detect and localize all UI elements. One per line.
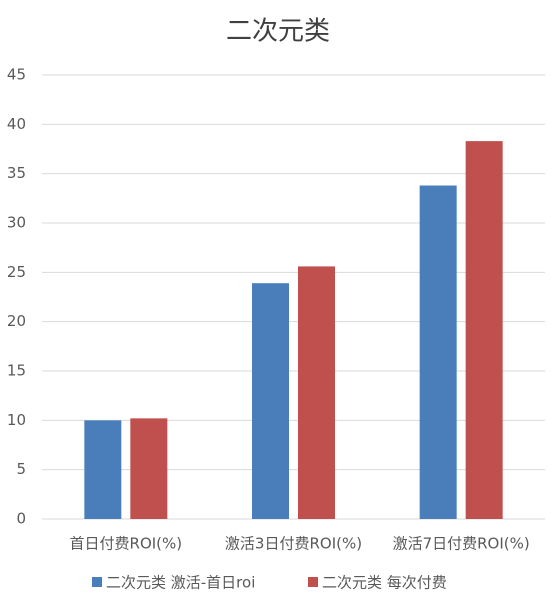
x-tick-label: 激活3日付费ROI(%): [225, 535, 362, 553]
legend-label: 二次元类 每次付费: [322, 574, 447, 592]
x-tick-label: 首日付费ROI(%): [70, 535, 183, 553]
y-tick-label: 5: [16, 460, 26, 478]
y-tick-label: 20: [7, 312, 26, 330]
legend-label: 二次元类 激活-首日roi: [106, 574, 255, 592]
bar: [252, 283, 289, 519]
y-tick-label: 45: [7, 66, 26, 84]
y-tick-label: 40: [7, 115, 26, 133]
bar: [84, 420, 122, 519]
chart-title: 二次元类: [226, 17, 330, 47]
y-tick-label: 30: [7, 214, 26, 232]
y-tick-label: 35: [7, 164, 26, 182]
y-tick-label: 10: [7, 411, 26, 429]
x-tick-label: 激活7日付费ROI(%): [393, 535, 530, 553]
bar: [298, 266, 335, 519]
bar: [130, 418, 168, 519]
legend-swatch: [308, 577, 318, 587]
y-tick-label: 25: [7, 263, 26, 281]
legend-swatch: [92, 577, 102, 587]
y-tick-label: 0: [16, 510, 26, 528]
y-tick-label: 15: [7, 362, 26, 380]
bar: [419, 185, 457, 520]
bar: [465, 141, 503, 519]
